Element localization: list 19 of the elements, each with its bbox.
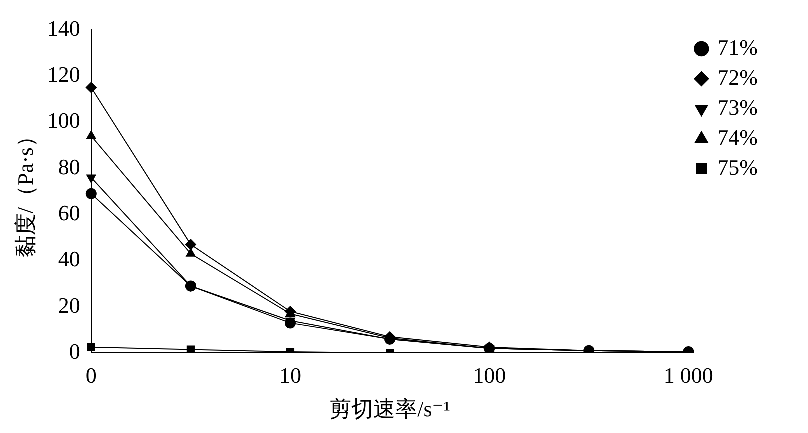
y-tick-label: 140 [47,16,80,41]
y-tick-label: 100 [47,108,80,134]
y-tick-label: 60 [58,200,80,226]
x-tick-label: 10 [279,363,302,388]
legend-label: 71% [718,34,758,60]
x-tick-label: 0 [86,363,97,388]
legend-label: 75% [718,154,758,180]
legend-label: 74% [718,124,758,150]
y-tick-label: 0 [69,338,80,364]
y-tick-label: 20 [58,292,80,318]
legend-label: 72% [718,64,758,90]
y-tick-label: 120 [47,62,80,87]
y-axis-title: 黏度/（Pa·s） [12,126,38,258]
legend-label: 73% [718,94,758,120]
y-tick-label: 80 [58,154,80,180]
y-tick-label: 40 [58,246,80,272]
x-tick-label: 100 [473,363,506,388]
x-tick-label: 1 000 [664,363,714,388]
x-axis-title: 剪切速率/s⁻¹ [330,396,450,422]
